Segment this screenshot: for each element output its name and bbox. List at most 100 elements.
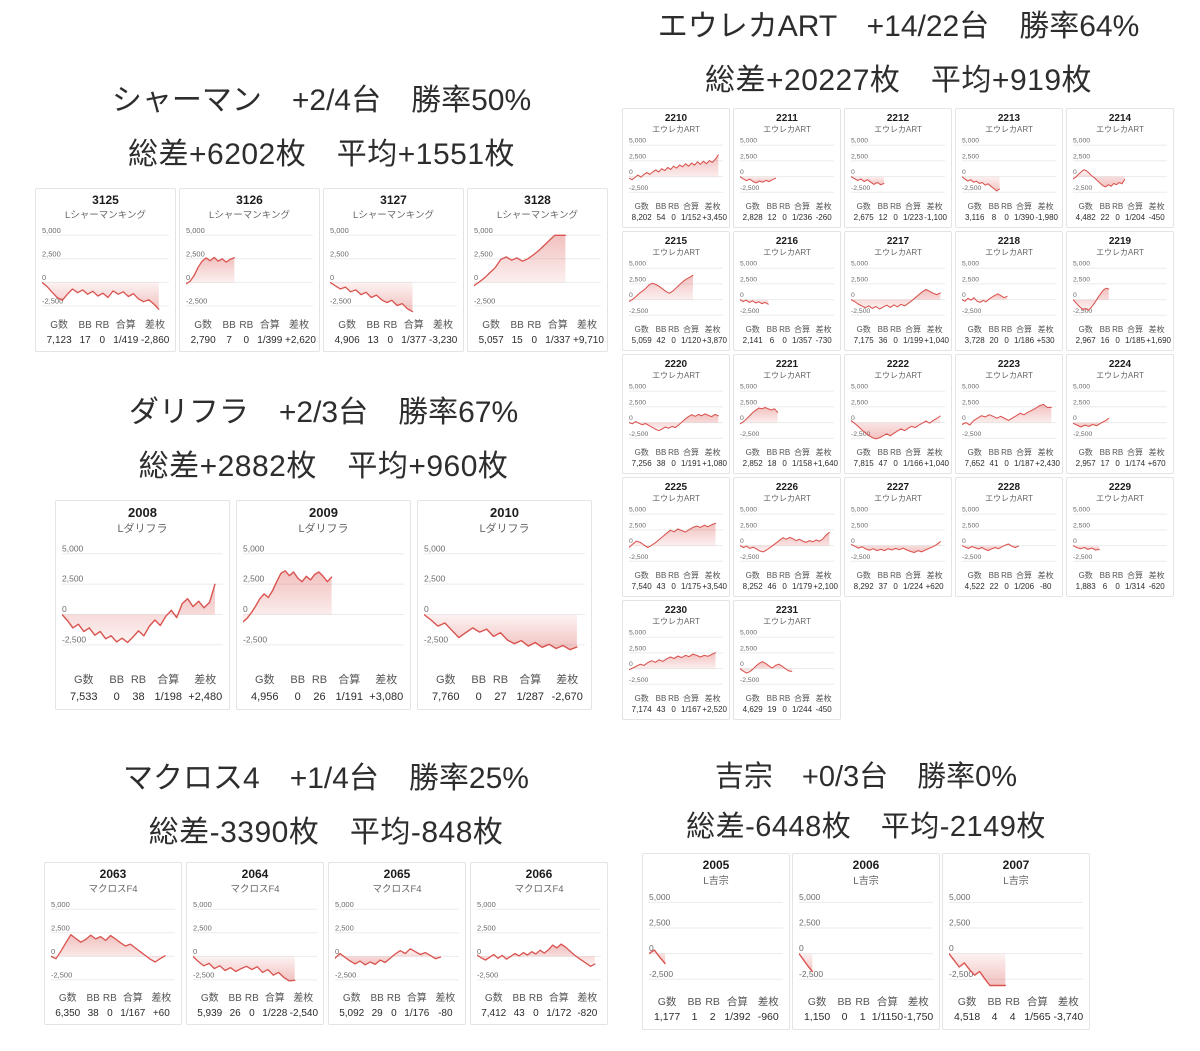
stats-header-cell: BB bbox=[766, 201, 778, 211]
y-axis-tick-label: 2,500 bbox=[851, 522, 868, 529]
y-axis-tick-label: 5,000 bbox=[477, 900, 496, 909]
slump-chart: 5,000 2,500 0 -2,500 bbox=[740, 630, 834, 685]
machine-number: 2221 bbox=[775, 359, 799, 370]
stats-header-cell: 合算 bbox=[794, 693, 811, 703]
stats-value-cell: 36 bbox=[878, 336, 888, 346]
y-axis-tick-label: 2,500 bbox=[740, 522, 757, 529]
stats-header-cell: RB bbox=[1001, 201, 1013, 211]
stats-value-cell: 0 bbox=[671, 582, 676, 592]
stats-header-cell: G数 bbox=[634, 570, 649, 580]
y-axis-tick-label: 5,000 bbox=[243, 543, 265, 553]
machine-card: 2224 エウレカART 5,000 2,500 0 -2,500 G数 BB RB 合算 差枚 2,… bbox=[1066, 354, 1174, 474]
y-axis-tick-label: -2,500 bbox=[424, 634, 448, 644]
machine-card: 2214 エウレカART 5,000 2,500 0 -2,500 G数 BB RB 合算 差枚 4,… bbox=[1066, 108, 1174, 228]
stats-value-cell: 46 bbox=[767, 582, 777, 592]
stats-header-cell: BB bbox=[766, 324, 778, 334]
stats-value-cell: 7,256 bbox=[631, 459, 652, 469]
y-axis-tick-label: 5,000 bbox=[51, 900, 70, 909]
slump-line bbox=[243, 570, 333, 623]
stats-value-cell: 1/390 bbox=[1014, 213, 1035, 223]
slump-line bbox=[474, 234, 567, 287]
machine-number: 2063 bbox=[99, 867, 127, 881]
slump-line bbox=[649, 949, 666, 965]
stats-value-cell: 0 bbox=[782, 336, 787, 346]
section-macross-title: マクロス4 +1/4台 勝率25% 総差-3390枚 平均-848枚 bbox=[44, 752, 608, 860]
y-axis-tick-label: 5,000 bbox=[193, 900, 212, 909]
stats-header-cell: 差枚 bbox=[757, 995, 779, 1008]
stats-header-cell: BB bbox=[655, 447, 667, 457]
machine-stats: G数 BB RB 合算 差枚 5,092 29 0 1/176 -80 bbox=[335, 991, 459, 1021]
machine-stats: G数 BB RB 合算 差枚 7,533 0 38 1/198 +2,480 bbox=[62, 672, 223, 706]
stats-value-cell: 1/224 bbox=[903, 582, 924, 592]
stats-value-cell: 47 bbox=[878, 459, 888, 469]
section-title-line2: 総差+2882枚 平均+960枚 bbox=[138, 450, 509, 483]
stats-header-cell: RB bbox=[1112, 324, 1124, 334]
y-axis-tick-label: 5,000 bbox=[851, 138, 868, 145]
stats-value-cell: 6 bbox=[1102, 582, 1108, 592]
machine-card: 2210 エウレカART 5,000 2,500 0 -2,500 G数 BB RB 合算 差枚 8,… bbox=[622, 108, 730, 228]
stats-header-cell: G数 bbox=[967, 447, 982, 457]
y-axis-tick-label: 2,500 bbox=[474, 249, 493, 258]
stats-header-cell: RB bbox=[527, 320, 542, 331]
machine-card: 2231 エウレカART 5,000 2,500 0 -2,500 G数 BB RB 合算 差枚 4,… bbox=[733, 600, 841, 720]
stats-header-cell: 合算 bbox=[115, 320, 136, 331]
stats-value-cell: 4,906 bbox=[334, 335, 360, 346]
stats-header-cell: G数 bbox=[342, 993, 361, 1004]
stats-header-cell: 差枚 bbox=[375, 673, 398, 686]
slump-line bbox=[851, 415, 941, 440]
y-axis-tick-label: 5,000 bbox=[62, 543, 84, 553]
machine-stats: G数 BB RB 合算 差枚 7,174 43 0 1/167 +2,520 bbox=[629, 693, 727, 716]
machine-card: 3126 Lシャーマンキング 5,000 2,500 0 -2,500 G数 BB RB 合算 差枚… bbox=[179, 188, 320, 352]
stats-value-cell: 2,675 bbox=[853, 213, 874, 223]
stats-value-cell: 1/172 bbox=[546, 1008, 572, 1019]
stats-header-cell: RB bbox=[1005, 995, 1020, 1008]
stats-value-cell: 5,939 bbox=[197, 1008, 223, 1019]
machine-name: Lシャーマンキング bbox=[209, 210, 290, 221]
stats-value-cell: 0 bbox=[533, 1008, 539, 1019]
slump-chart: 5,000 2,500 0 -2,500 bbox=[62, 543, 223, 646]
stats-header-cell: RB bbox=[890, 324, 902, 334]
machine-number: 2214 bbox=[1108, 113, 1132, 124]
stats-value-cell: 7,760 bbox=[431, 690, 460, 703]
stats-header-cell: G数 bbox=[634, 693, 649, 703]
y-axis-tick-label: 5,000 bbox=[962, 384, 979, 391]
stats-header-cell: BB bbox=[655, 324, 667, 334]
y-axis-tick-label: 0 bbox=[740, 292, 744, 299]
y-axis-tick-label: 2,500 bbox=[42, 249, 61, 258]
stats-header-cell: RB bbox=[855, 995, 870, 1008]
stats-header-cell: BB bbox=[988, 201, 1000, 211]
stats-header-cell: 合算 bbox=[683, 693, 700, 703]
y-axis-tick-label: -2,500 bbox=[477, 970, 498, 979]
slump-chart: 5,000 2,500 0 -2,500 bbox=[51, 900, 175, 981]
stats-header-cell: BB bbox=[510, 320, 524, 331]
machine-stats: G数 BB RB 合算 差枚 4,629 19 0 1/244 -450 bbox=[740, 693, 834, 716]
stats-header-cell: BB bbox=[988, 324, 1000, 334]
stats-header-cell: 差枚 bbox=[577, 993, 598, 1004]
stats-value-cell: 1/392 bbox=[724, 1011, 751, 1024]
stats-header-cell: G数 bbox=[856, 201, 871, 211]
slump-line bbox=[186, 256, 235, 285]
machine-card: 2230 エウレカART 5,000 2,500 0 -2,500 G数 BB RB 合算 差枚 7,… bbox=[622, 600, 730, 720]
y-axis-tick-label: -2,500 bbox=[851, 431, 870, 438]
y-axis-tick-label: -2,500 bbox=[1073, 431, 1092, 438]
machine-name: エウレカART bbox=[652, 248, 700, 257]
stats-header-cell: 合算 bbox=[794, 201, 811, 211]
slump-chart: 5,000 2,500 0 -2,500 bbox=[740, 138, 834, 193]
machine-name: エウレカART bbox=[763, 494, 811, 503]
machine-cards-grid: 2005 L吉宗 5,000 2,500 0 -2,500 G数 BB RB 合算 差枚 1,177 1… bbox=[642, 853, 1090, 1030]
machine-name: エウレカART bbox=[652, 494, 700, 503]
y-axis-tick-label: -2,500 bbox=[335, 970, 356, 979]
stats-value-cell: 0 bbox=[113, 690, 120, 703]
stats-value-cell: 2,828 bbox=[742, 213, 763, 223]
y-axis-tick-label: 0 bbox=[740, 415, 744, 422]
stats-value-cell: 1/419 bbox=[113, 335, 139, 346]
y-axis-tick-label: 2,500 bbox=[62, 574, 84, 584]
y-axis-tick-label: -2,500 bbox=[193, 970, 214, 979]
stats-value-cell: 1/236 bbox=[792, 213, 813, 223]
section-title-line1: マクロス4 +1/4台 勝率25% bbox=[123, 762, 529, 795]
stats-header-cell: 合算 bbox=[548, 993, 569, 1004]
stats-header-cell: BB bbox=[471, 673, 487, 686]
machine-number: 2066 bbox=[525, 867, 553, 881]
machine-card: 2005 L吉宗 5,000 2,500 0 -2,500 G数 BB RB 合算 差枚 1,177 1… bbox=[642, 853, 790, 1030]
stats-header-cell: BB bbox=[877, 324, 889, 334]
